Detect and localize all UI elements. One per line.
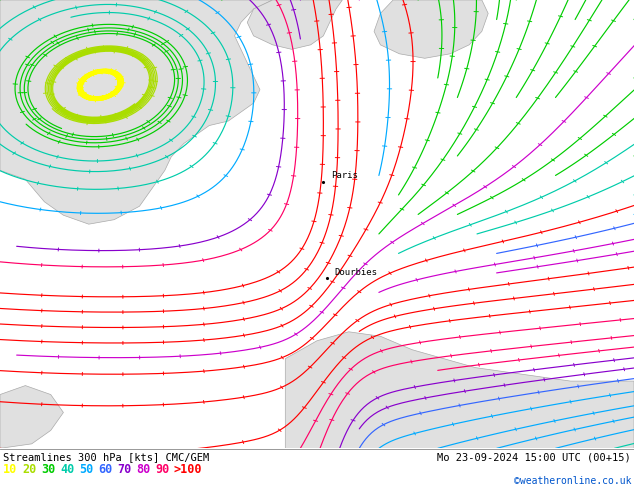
Text: 30: 30 [41, 463, 55, 476]
Text: 80: 80 [136, 463, 150, 476]
Polygon shape [247, 0, 342, 49]
Text: Dourbies: Dourbies [334, 269, 377, 277]
Text: ©weatheronline.co.uk: ©weatheronline.co.uk [514, 476, 631, 486]
Text: Mo 23-09-2024 15:00 UTC (00+15): Mo 23-09-2024 15:00 UTC (00+15) [437, 452, 631, 463]
Text: 40: 40 [60, 463, 74, 476]
Text: >100: >100 [174, 463, 202, 476]
Text: Streamlines 300 hPa [kts] CMC/GEM: Streamlines 300 hPa [kts] CMC/GEM [3, 452, 209, 463]
Text: 90: 90 [155, 463, 169, 476]
Polygon shape [374, 0, 488, 58]
Text: 50: 50 [79, 463, 93, 476]
Text: 10: 10 [3, 463, 17, 476]
Polygon shape [0, 386, 63, 448]
Text: 20: 20 [22, 463, 36, 476]
Text: 60: 60 [98, 463, 112, 476]
Polygon shape [0, 0, 273, 224]
Text: 70: 70 [117, 463, 131, 476]
Polygon shape [285, 332, 634, 448]
Text: Paris: Paris [331, 171, 358, 180]
